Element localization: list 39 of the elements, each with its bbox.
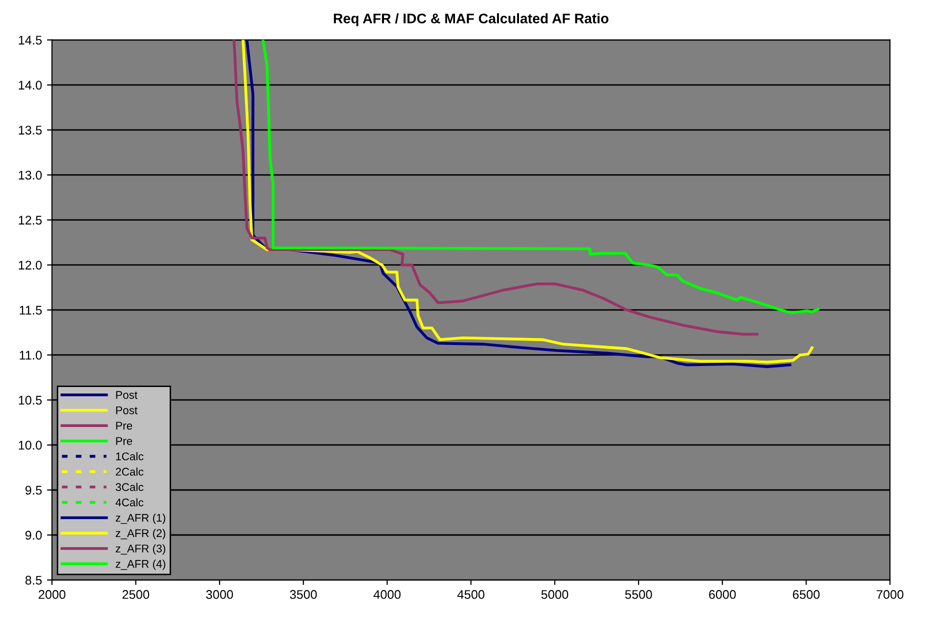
legend-label: z_AFR (3)	[116, 544, 166, 555]
x-tick-label: 5000	[541, 590, 568, 599]
legend-label: z_AFR (4)	[116, 560, 166, 570]
legend-label: 3Calc	[116, 482, 144, 492]
x-tick-label: 6500	[792, 590, 820, 599]
x-tick-label: 2500	[122, 590, 150, 599]
x-tick-label: 4500	[457, 590, 484, 599]
chart-title: Req AFR / IDC & MAF Calculated AF Ratio	[334, 13, 608, 26]
legend-label: Post	[116, 391, 138, 399]
line-series	[232, 40, 758, 336]
legend-label: Post	[116, 406, 138, 414]
x-tick-label: 3000	[206, 590, 233, 599]
x-tick-label: 4000	[374, 590, 401, 599]
y-tick-label: 13.0	[18, 170, 42, 180]
y-tick-label: 11.5	[20, 306, 42, 315]
y-tick-label: 9.5	[25, 486, 42, 495]
y-tick-label: 10.5	[18, 396, 42, 405]
x-tick-label: 7000	[876, 590, 904, 599]
legend-label: Pre	[116, 437, 132, 445]
legend-label: Pre	[116, 422, 132, 430]
x-tick-label: 3500	[290, 590, 317, 599]
legend-label: 1Calc	[116, 452, 144, 460]
line-series	[262, 40, 820, 314]
y-tick-label: 12.0	[18, 260, 42, 270]
y-tick-label: 10.0	[18, 440, 42, 450]
y-tick-label: 14.5	[18, 36, 42, 45]
x-tick-label: 2000	[38, 590, 66, 599]
x-tick-label: 5500	[625, 590, 652, 599]
legend-label: z_AFR (2)	[116, 528, 166, 540]
y-tick-label: 14.0	[18, 80, 42, 90]
x-tick-label: 6000	[709, 590, 736, 599]
y-tick-label: 12.5	[18, 216, 42, 225]
legend-label: 4Calc	[116, 498, 144, 506]
y-tick-label: 8.5	[25, 576, 42, 585]
y-tick-label: 11.0	[20, 350, 42, 360]
y-tick-label: 9.0	[25, 530, 42, 540]
y-tick-label: 13.5	[18, 126, 42, 135]
legend-label: z_AFR (1)	[116, 514, 166, 524]
legend-label: 2Calc	[116, 468, 144, 476]
